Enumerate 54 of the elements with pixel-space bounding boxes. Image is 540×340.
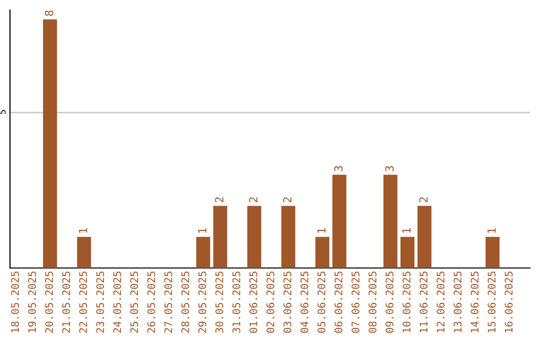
bar (213, 206, 228, 268)
x-tick-label: 10.06.2025 (402, 272, 410, 332)
x-tick-label: 13.06.2025 (454, 272, 462, 332)
x-tick-label: 31.05.2025 (232, 272, 240, 333)
bar (247, 206, 262, 268)
data-label: 1 (317, 228, 326, 233)
x-tick-label: 23.05.2025 (96, 272, 104, 333)
data-label: 2 (215, 197, 224, 202)
x-tick-label: 07.06.2025 (352, 272, 360, 333)
x-tick-label: 25.05.2025 (130, 272, 138, 333)
x-tick-label: 11.06.2025 (420, 272, 428, 332)
bar (486, 236, 500, 268)
data-label: 2 (283, 197, 292, 202)
x-tick-label: 28.05.2025 (181, 272, 190, 333)
x-tick-label: 02.06.2025 (266, 272, 274, 333)
x-tick-label: 27.05.2025 (164, 272, 172, 333)
x-tick-label: 09.06.2025 (386, 272, 394, 333)
data-label: 8 (44, 10, 54, 16)
bar (400, 236, 414, 268)
x-tick-label: 24.05.2025 (113, 272, 122, 333)
x-tick-label: 06.06.2025 (334, 272, 342, 333)
bar (417, 206, 432, 268)
bar (77, 236, 92, 268)
x-tick-label: 04.06.2025 (300, 272, 308, 333)
x-tick-label: 20.05.2025 (45, 272, 54, 333)
x-tick-label: 30.05.2025 (215, 272, 224, 333)
bar (332, 174, 346, 268)
x-tick-label: 16.06.2025 (504, 272, 513, 332)
x-tick-label: 14.06.2025 (470, 272, 479, 332)
x-tick-label: 21.05.2025 (62, 272, 70, 333)
bar (196, 236, 210, 268)
x-tick-label: 26.05.2025 (147, 272, 156, 333)
data-label: 1 (79, 228, 88, 233)
bar (383, 174, 398, 268)
x-tick-label: 18.05.2025 (11, 272, 20, 332)
x-tick-label: 22.05.2025 (79, 272, 88, 333)
data-label: 1 (402, 228, 411, 233)
data-label: 3 (334, 166, 343, 172)
x-tick-label: 03.06.2025 (283, 272, 292, 333)
data-label: 2 (419, 197, 428, 202)
x-tick-label: 05.06.2025 (318, 272, 326, 333)
bar (315, 236, 330, 268)
data-label: 2 (249, 197, 258, 202)
bar (43, 19, 57, 268)
x-tick-label: 08.06.2025 (368, 272, 376, 333)
x-tick-label: 01.06.2025 (249, 272, 258, 333)
data-label: 1 (488, 228, 496, 233)
data-label: 3 (385, 166, 394, 172)
x-tick-label: 29.05.2025 (198, 272, 206, 333)
data-label: 1 (198, 228, 206, 233)
x-tick-label: 12.06.2025 (436, 272, 445, 332)
x-tick-label: 19.05.2025 (28, 272, 36, 332)
x-tick-label: 15.06.2025 (488, 272, 496, 332)
bar (281, 206, 296, 268)
